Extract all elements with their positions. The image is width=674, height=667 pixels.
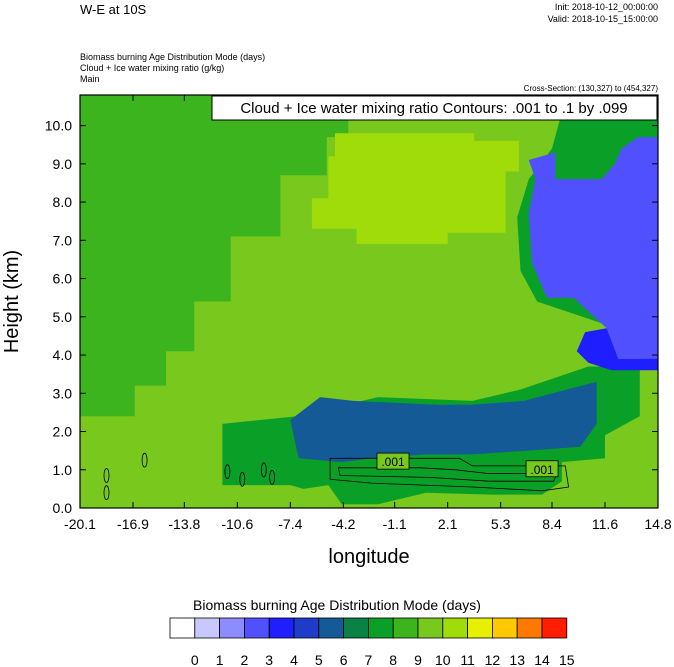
region-1 [80, 95, 349, 417]
chart-title: W-E at 10S [80, 2, 147, 17]
heatmap-regions [80, 95, 658, 508]
contour-lines: .001 .001 [103, 452, 570, 501]
axes: 0.0 1.0 2.0 3.0 4.0 5.0 6.0 7.0 8.0 9.0 10.0 -20.1 -… [1, 95, 672, 568]
colorbar-label: 7 [365, 652, 373, 667]
colorbar-swatch [343, 617, 369, 639]
subtitle-line-1: Biomass burning Age Distribution Mode (d… [80, 52, 266, 62]
colorbar-label: 1 [216, 652, 224, 667]
colorbar-swatch [467, 617, 493, 639]
colorbar-label: 6 [340, 652, 348, 667]
y-tick-label: 10.0 [45, 118, 72, 134]
contour-line-0 [329, 457, 570, 492]
colorbar-title: Biomass burning Age Distribution Mode (d… [193, 597, 481, 613]
contour-cell-6 [269, 469, 276, 485]
contour-note: Cloud + Ice water mixing ratio Contours:… [211, 95, 658, 121]
contour-cell-5 [260, 462, 267, 478]
colorbar-label: 12 [485, 652, 501, 667]
x-tick-label: -4.2 [331, 516, 355, 532]
y-tick-label: 8.0 [53, 194, 73, 210]
colorbar-label: 8 [389, 652, 397, 667]
init-time: Init: 2018-10-12_00:00:00 [554, 2, 658, 12]
x-tick-label: -10.6 [221, 516, 253, 532]
colorbar-label: 4 [290, 652, 298, 667]
colorbar-swatch [491, 617, 518, 639]
contour-label-box-1 [525, 460, 559, 478]
y-tick-label: 6.0 [53, 271, 73, 287]
x-tick-label: 14.8 [644, 516, 671, 532]
region-5 [528, 137, 658, 359]
colorbar-swatch [194, 617, 221, 639]
x-axis-label: longitude [328, 546, 409, 568]
colorbar-swatch [541, 617, 568, 639]
contour-label-box-0 [376, 452, 410, 470]
x-tick-label: 11.6 [592, 516, 618, 532]
y-axis-label: Height (km) [1, 250, 23, 353]
colorbar-swatch [268, 617, 295, 639]
contour-label-0: .001 [381, 455, 405, 469]
y-tick-label: 4.0 [53, 347, 73, 363]
x-tick-label: 8.4 [542, 516, 562, 532]
colorbar-swatch [169, 617, 196, 639]
colorbar-swatch [417, 617, 444, 639]
x-tick-label: -1.1 [383, 516, 407, 532]
colorbar-label: 3 [265, 652, 273, 667]
cross-section-label: Cross-Section: (130,327) to (454,327) [523, 84, 658, 93]
x-tick-label: -7.4 [278, 516, 302, 532]
y-tick-label: 5.0 [53, 309, 73, 325]
colorbar-swatch [243, 617, 270, 639]
contour-note-text: Cloud + Ice water mixing ratio Contours:… [240, 100, 627, 117]
x-tick-label: 2.1 [438, 516, 458, 532]
y-tick-label: 3.0 [53, 385, 73, 401]
contour-label-1: .001 [530, 463, 554, 477]
colorbar: 0 1 2 3 4 5 6 7 8 9 10 11 12 13 14 15 [169, 617, 575, 667]
subtitle-line-2: Cloud + Ice water mixing ratio (g/kg) [80, 63, 225, 73]
plot-frame [79, 94, 659, 509]
y-tick-label: 9.0 [53, 156, 73, 172]
colorbar-swatch [367, 617, 394, 639]
colorbar-label: 14 [534, 652, 550, 667]
colorbar-label: 13 [509, 652, 525, 667]
contour-cell-0 [103, 468, 110, 483]
colorbar-swatch [293, 617, 320, 639]
contour-cell-2 [141, 452, 148, 468]
colorbar-swatch [219, 617, 245, 639]
region-4 [290, 381, 597, 463]
contour-cell-3 [224, 464, 231, 480]
region-6 [576, 328, 658, 371]
x-tick-label: 5.3 [491, 516, 511, 532]
x-tick-label: -16.9 [117, 516, 149, 532]
region-2 [311, 133, 519, 245]
colorbar-label: 11 [460, 652, 475, 667]
contour-line-1 [337, 467, 558, 482]
colorbar-label: 10 [435, 652, 451, 667]
contour-cell-4 [239, 471, 246, 487]
valid-time: Valid: 2018-10-15_15:00:00 [547, 14, 658, 24]
y-tick-label: 7.0 [53, 232, 73, 248]
colorbar-swatch [318, 617, 344, 639]
y-tick-label: 1.0 [53, 462, 73, 478]
x-tick-label: -20.1 [64, 516, 96, 532]
subtitle-line-3: Main [80, 74, 100, 84]
y-tick-label: 0.0 [53, 500, 73, 516]
colorbar-swatch [442, 617, 468, 639]
colorbar-label: 5 [315, 652, 323, 667]
contour-cell-1 [103, 485, 110, 501]
colorbar-label: 0 [191, 652, 199, 667]
colorbar-swatch [516, 617, 543, 639]
colorbar-label: 9 [414, 652, 422, 667]
colorbar-label: 2 [241, 652, 249, 667]
y-tick-label: 2.0 [53, 424, 73, 440]
x-tick-label: -13.8 [168, 516, 200, 532]
colorbar-swatch [392, 617, 419, 639]
colorbar-label: 15 [559, 652, 575, 667]
